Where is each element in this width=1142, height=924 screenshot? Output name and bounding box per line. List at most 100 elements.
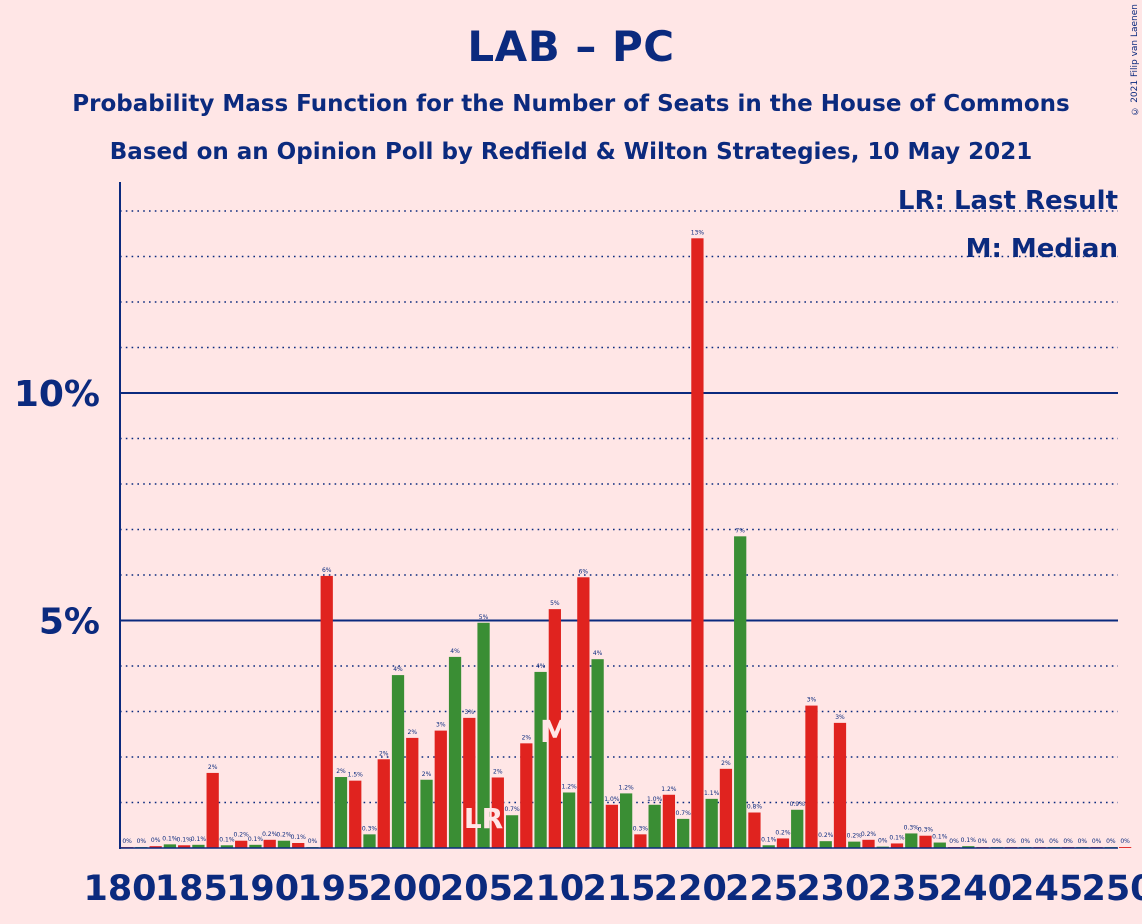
bar-value-label: 0.2%	[861, 831, 877, 838]
bar-value-label: 0.3%	[918, 827, 934, 834]
x-tick-label: 230	[796, 869, 869, 909]
bar-value-label: 0.9%	[790, 801, 806, 808]
bar-value-label: 0%	[1021, 838, 1031, 845]
bar-value-label: 5%	[479, 614, 489, 621]
bar-value-label: 0%	[1035, 838, 1045, 845]
bar-value-label: 1.2%	[619, 784, 635, 791]
bar-seat-230	[819, 841, 832, 848]
bar-seat-231	[833, 722, 847, 848]
bar-seat-205	[463, 717, 476, 848]
bar-seat-228	[791, 809, 804, 848]
bar-seat-206	[477, 622, 490, 848]
bar-seat-193	[292, 842, 305, 848]
bar-seat-236	[905, 833, 918, 848]
bar-value-label: 3%	[465, 709, 475, 716]
bar-seat-225	[748, 812, 761, 848]
bar-seat-207	[491, 777, 504, 848]
bar-value-label: 0.7%	[676, 810, 692, 817]
bar-value-label: 0.1%	[177, 836, 193, 843]
bar-value-label: 4%	[393, 666, 403, 673]
bar-seat-199	[377, 759, 390, 848]
bar-seat-184	[163, 844, 177, 848]
bar-value-label: 0.3%	[362, 825, 378, 832]
bar-value-label: 6%	[579, 568, 589, 575]
bar-value-label: 4%	[593, 650, 603, 657]
bar-seat-218	[648, 804, 661, 848]
bar-seat-210	[534, 671, 547, 848]
y-tick-label: 10%	[14, 374, 100, 415]
chart-subtitle-1: Probability Mass Function for the Number…	[72, 91, 1070, 117]
bar-seat-211	[548, 609, 561, 848]
bar-value-label: 13%	[691, 229, 705, 236]
x-tick-label: 235	[868, 869, 941, 909]
bar-seat-215	[605, 804, 619, 848]
bar-value-label: 0.1%	[291, 834, 307, 841]
bar-value-label: 2%	[336, 768, 346, 775]
bar-seat-187	[206, 772, 219, 848]
bar-seat-196	[334, 777, 348, 848]
bar-seat-201	[406, 737, 419, 848]
x-tick-label: 225	[725, 869, 798, 909]
bar-value-label: 0.1%	[248, 836, 264, 843]
bar-value-label: 0.2%	[775, 829, 791, 836]
bar-value-label: 1.5%	[348, 772, 364, 779]
bar-seat-200	[391, 675, 405, 848]
bar-value-label: 2%	[493, 768, 503, 775]
y-tick-label: 5%	[39, 602, 100, 643]
bar-seat-208	[505, 815, 519, 848]
bar-seat-229	[805, 705, 818, 848]
bar-value-label: 1.1%	[704, 790, 720, 797]
bar-value-label: 4%	[450, 648, 460, 655]
bar-value-label: 0%	[1063, 838, 1073, 845]
bar-seat-224	[734, 536, 747, 848]
bar-seat-213	[577, 577, 590, 848]
bar-seat-223	[719, 768, 733, 848]
x-tick-label: 240	[939, 869, 1012, 909]
bar-value-label: 0%	[949, 838, 959, 845]
bar-seat-191	[263, 839, 276, 848]
bar-seat-217	[634, 834, 647, 848]
bar-value-label: 0.8%	[747, 804, 763, 811]
chart-title: LAB – PC	[467, 22, 675, 71]
bar-seat-209	[520, 743, 533, 848]
bar-value-label: 2%	[408, 729, 418, 736]
bar-value-label: 2%	[721, 760, 731, 767]
bar-value-label: 0%	[122, 838, 132, 845]
bar-value-label: 0.3%	[904, 824, 920, 831]
bar-value-label: 2%	[522, 734, 532, 741]
x-tick-label: 215	[582, 869, 655, 909]
bar-value-label: 1.2%	[661, 786, 677, 793]
bar-value-label: 0.1%	[889, 834, 905, 841]
x-tick-label: 185	[155, 869, 228, 909]
bar-seat-197	[349, 780, 362, 848]
bar-value-label: 0.1%	[961, 837, 977, 844]
bar-seat-216	[619, 793, 633, 848]
bar-value-label: 0%	[1006, 838, 1016, 845]
bar-value-label: 0%	[137, 838, 147, 845]
x-tick-label: 200	[369, 869, 442, 909]
bar-value-label: 3%	[436, 722, 446, 729]
bar-seat-188	[220, 845, 234, 848]
bar-value-label: 3%	[807, 697, 817, 704]
bar-seat-192	[277, 840, 291, 848]
x-tick-label: 250	[1081, 869, 1142, 909]
x-tick-label: 220	[654, 869, 727, 909]
bar-seat-233	[862, 839, 875, 848]
bar-value-label: 0%	[1120, 838, 1130, 845]
bar-seat-232	[848, 841, 861, 848]
chart-subtitle-2: Based on an Opinion Poll by Redfield & W…	[109, 139, 1033, 165]
x-tick-label: 190	[226, 869, 299, 909]
bar-value-label: 0.2%	[234, 832, 250, 839]
bar-value-label: 0.1%	[219, 836, 235, 843]
bar-value-label: 2%	[208, 764, 218, 771]
x-tick-label: 245	[1010, 869, 1083, 909]
bar-seat-185	[178, 845, 191, 848]
bar-seat-237	[919, 835, 932, 848]
bar-seat-220	[677, 818, 690, 848]
bar-seat-221	[691, 238, 704, 849]
bar-seat-202	[420, 779, 433, 848]
bar-value-label: 0%	[1049, 838, 1059, 845]
bar-value-label: 0.7%	[504, 806, 520, 813]
bar-value-label: 0.2%	[847, 833, 863, 840]
bar-value-label: 0.1%	[191, 836, 207, 843]
